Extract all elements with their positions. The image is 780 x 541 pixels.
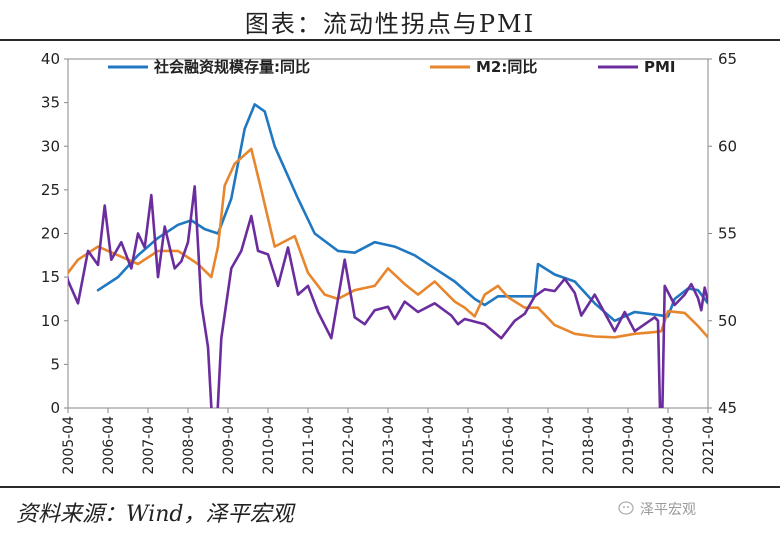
- x-tick-label: 2008-04: [181, 416, 197, 475]
- y-right-tick-label: 65: [718, 50, 737, 68]
- x-tick-label: 2017-04: [541, 416, 557, 475]
- watermark: 泽平宏观: [640, 502, 696, 518]
- y-left-tick-label: 0: [50, 399, 60, 417]
- y-left-tick-label: 10: [41, 312, 60, 330]
- x-tick-label: 2015-04: [461, 416, 477, 475]
- legend-item-2-label: M2:同比: [476, 58, 537, 76]
- chart-axes: 0 5 10 15 20 25 30 35 40 45 50 55 60 65 2005-04 2006-04…: [41, 50, 737, 475]
- y-right-tick-label: 55: [718, 225, 737, 243]
- bottom-rule: [0, 486, 780, 488]
- x-tick-label: 2010-04: [261, 416, 277, 475]
- x-tick-label: 2011-04: [301, 416, 317, 475]
- x-tick-label: 2009-04: [221, 416, 237, 475]
- x-tick-label: 2007-04: [141, 416, 157, 475]
- chart-series: [68, 103, 708, 408]
- x-tick-label: 2021-04: [701, 416, 717, 475]
- x-tick-label: 2019-04: [621, 416, 637, 475]
- y-left-tick-label: 25: [41, 181, 60, 199]
- y-right-tick-label: 50: [718, 312, 737, 330]
- x-tick-label: 2020-04: [661, 416, 677, 475]
- legend-item-1-label: 社会融资规模存量:同比: [153, 58, 310, 76]
- source-note: 资料来源：Wind，泽平宏观: [16, 502, 294, 527]
- x-tick-label: 2013-04: [381, 416, 397, 475]
- wechat-icon: [618, 501, 634, 515]
- x-tick-label: 2016-04: [501, 416, 517, 475]
- chart: 0 5 10 15 20 25 30 35 40 45 50 55 60 65 2005-04 2006-04…: [41, 50, 737, 475]
- y-left-tick-label: 5: [50, 355, 60, 373]
- x-tick-label: 2005-04: [61, 416, 77, 475]
- x-tick-label: 2012-04: [341, 416, 357, 475]
- y-left-tick-label: 20: [41, 225, 60, 243]
- top-rule: [0, 39, 780, 41]
- chart-legend: 社会融资规模存量:同比 M2:同比 PMI: [108, 58, 676, 76]
- y-left-tick-label: 30: [41, 137, 60, 155]
- y-left-tick-label: 40: [41, 50, 60, 68]
- series-line-1: [96, 103, 708, 323]
- x-tick-label: 2006-04: [101, 416, 117, 475]
- y-right-tick-label: 45: [718, 399, 737, 417]
- y-left-tick-label: 35: [41, 94, 60, 112]
- legend-item-3-label: PMI: [644, 58, 676, 76]
- chart-title: 图表：流动性拐点与PMI: [244, 10, 536, 38]
- y-right-tick-label: 60: [718, 137, 737, 155]
- y-left-tick-label: 15: [41, 268, 60, 286]
- series-line-3: [68, 185, 708, 408]
- x-tick-label: 2014-04: [421, 416, 437, 475]
- x-tick-label: 2018-04: [581, 416, 597, 475]
